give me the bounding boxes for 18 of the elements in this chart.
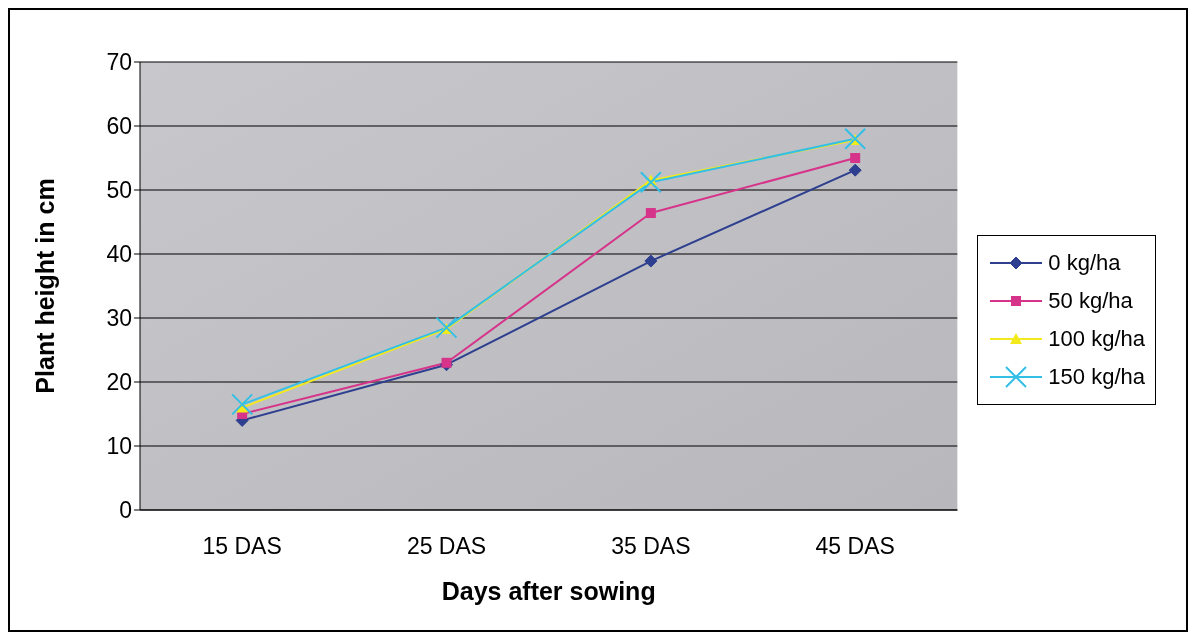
x-tick-label: 15 DAS [202, 533, 282, 560]
legend-label: 100 kg/ha [1048, 326, 1145, 352]
x-tick-label: 45 DAS [815, 533, 895, 560]
y-tick-label: 50 [106, 177, 132, 204]
legend-label: 0 kg/ha [1048, 250, 1121, 276]
legend-label: 50 kg/ha [1048, 288, 1133, 314]
y-tick-label: 60 [106, 113, 132, 140]
y-axis-title: Plant height in cm [30, 178, 59, 394]
legend-label: 150 kg/ha [1048, 364, 1145, 390]
y-tick-label: 10 [106, 433, 132, 460]
y-tick-label: 30 [106, 305, 132, 332]
y-tick-label: 20 [106, 369, 132, 396]
y-tick-label: 70 [106, 49, 132, 76]
x-tick-label: 35 DAS [611, 533, 691, 560]
y-tick-label: 0 [119, 497, 132, 524]
x-axis-title: Days after sowing [441, 577, 656, 605]
y-tick-label: 40 [106, 241, 132, 268]
x-tick-label: 25 DAS [406, 533, 487, 560]
